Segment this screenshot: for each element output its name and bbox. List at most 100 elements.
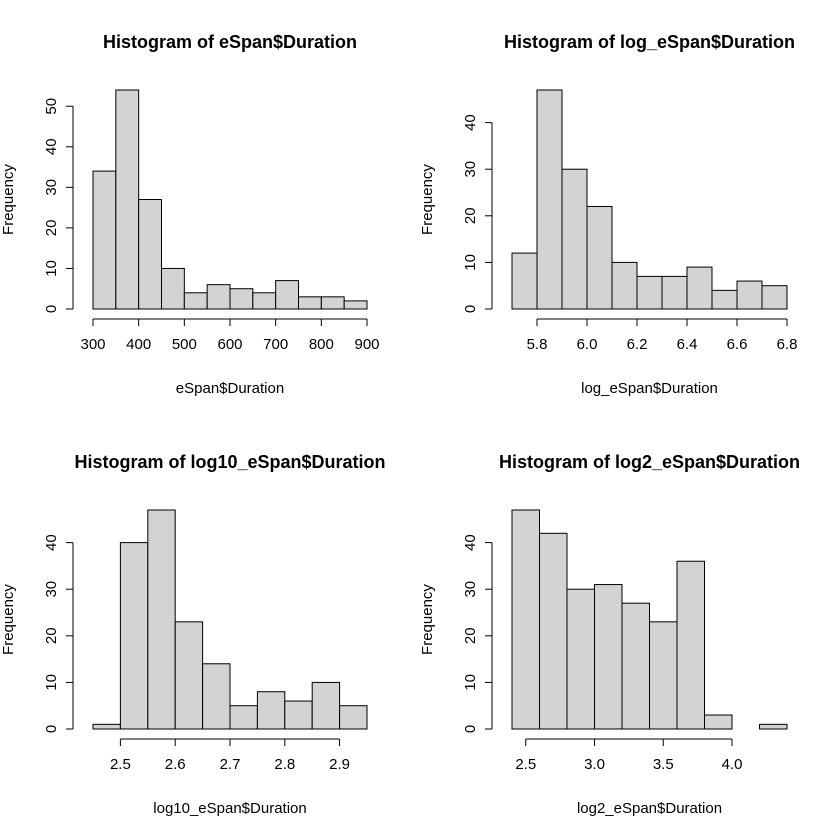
- x-axis-label: log2_eSpan$Duration: [577, 800, 722, 817]
- x-tick-label: 3.5: [653, 756, 674, 773]
- panel-log2-duration-histogram: Histogram of log2_eSpan$Duration log2_eS…: [419, 452, 800, 817]
- bar-group: [92, 509, 368, 730]
- histogram-bar: [298, 296, 322, 310]
- histogram-bar: [138, 199, 163, 310]
- histogram-bar: [676, 560, 705, 730]
- y-tick-label: 20: [462, 627, 479, 644]
- y-tick-label: 0: [43, 725, 60, 733]
- x-tick-label: 300: [80, 336, 105, 353]
- histogram-bar: [320, 296, 345, 310]
- chart-title: Histogram of log2_eSpan$Duration: [499, 452, 800, 472]
- y-tick-label: 40: [43, 138, 60, 155]
- histogram-bar: [649, 621, 678, 730]
- y-tick-label: 20: [43, 220, 60, 237]
- bar-group: [511, 89, 788, 310]
- y-tick-label: 0: [462, 725, 479, 733]
- histogram-bar: [511, 252, 538, 310]
- histogram-bar: [761, 285, 788, 310]
- x-tick-label: 6.6: [727, 336, 748, 353]
- y-tick-label: 50: [43, 98, 60, 115]
- histogram-bar: [311, 681, 341, 730]
- histogram-bar: [284, 700, 313, 730]
- y-tick-label: 40: [43, 534, 60, 551]
- y-tick-label: 30: [462, 161, 479, 178]
- x-axis: 2.5 3.0 3.5 4.0: [515, 738, 743, 773]
- x-tick-label: 2.8: [274, 756, 295, 773]
- x-tick-label: 6.2: [627, 336, 648, 353]
- histogram-bar: [256, 691, 286, 730]
- bar-group: [92, 89, 368, 310]
- histogram-bar: [229, 705, 258, 730]
- histogram-bar: [252, 292, 277, 310]
- histogram-bar: [594, 584, 623, 730]
- histogram-bar: [147, 509, 176, 730]
- histogram-bar: [736, 280, 763, 310]
- x-tick-label: 3.0: [584, 756, 605, 773]
- histogram-bar: [161, 267, 185, 310]
- x-axis-label: log10_eSpan$Duration: [153, 800, 306, 817]
- histogram-bar: [206, 284, 231, 310]
- x-tick-label: 2.6: [165, 756, 186, 773]
- histogram-bar: [636, 275, 663, 310]
- histogram-bar: [566, 588, 595, 730]
- y-tick-label: 10: [43, 674, 60, 691]
- x-axis: 5.8 6.0 6.2 6.4 6.6 6.8: [527, 318, 797, 353]
- x-tick-label: 800: [309, 336, 334, 353]
- x-tick-label: 6.0: [577, 336, 598, 353]
- y-tick-label: 10: [462, 674, 479, 691]
- x-tick-label: 4.0: [722, 756, 743, 773]
- y-tick-label: 30: [43, 179, 60, 196]
- y-tick-label: 30: [43, 581, 60, 598]
- x-tick-label: 6.4: [677, 336, 698, 353]
- histogram-bar: [536, 89, 563, 310]
- panel-log-duration-histogram: Histogram of log_eSpan$Duration log_eSpa…: [419, 32, 797, 397]
- y-axis: 0 10 20 30 40 50: [43, 98, 74, 313]
- x-tick-label: 400: [126, 336, 151, 353]
- x-tick-label: 2.9: [329, 756, 350, 773]
- histogram-bar: [711, 289, 738, 310]
- x-tick-label: 5.8: [527, 336, 548, 353]
- x-axis: 300 400 500 600 700 800 900: [80, 318, 380, 353]
- histogram-bar: [183, 292, 208, 310]
- x-tick-label: 2.7: [220, 756, 241, 773]
- x-tick-label: 2.5: [110, 756, 131, 773]
- x-axis: 2.5 2.6 2.7 2.8 2.9: [110, 738, 350, 773]
- y-tick-label: 40: [462, 534, 479, 551]
- histogram-bar: [115, 89, 140, 310]
- x-tick-label: 700: [263, 336, 288, 353]
- panel-log10-duration-histogram: Histogram of log10_eSpan$Duration log10_…: [0, 452, 386, 817]
- y-axis: 0 10 20 30 40: [462, 114, 493, 313]
- y-tick-label: 20: [462, 207, 479, 224]
- histogram-bar: [339, 705, 368, 730]
- histogram-bar: [511, 509, 540, 730]
- histogram-bar: [92, 723, 121, 730]
- histogram-bar: [119, 542, 149, 730]
- y-tick-label: 40: [462, 114, 479, 131]
- y-tick-label: 20: [43, 627, 60, 644]
- histogram-bar: [92, 170, 117, 310]
- chart-title: Histogram of log10_eSpan$Duration: [74, 452, 385, 472]
- x-tick-label: 500: [172, 336, 197, 353]
- y-tick-label: 0: [43, 305, 60, 313]
- x-axis-label: log_eSpan$Duration: [581, 380, 718, 397]
- y-axis: 0 10 20 30 40: [462, 534, 493, 733]
- y-axis-label: Frequency: [419, 164, 436, 235]
- histogram-bar: [621, 602, 650, 730]
- y-axis-label: Frequency: [0, 164, 17, 235]
- histogram-bar: [539, 532, 568, 730]
- histogram-bar: [661, 275, 688, 310]
- x-axis-label: eSpan$Duration: [176, 380, 284, 397]
- histogram-bar: [586, 205, 613, 310]
- chart-title: Histogram of log_eSpan$Duration: [504, 32, 795, 52]
- x-tick-label: 600: [217, 336, 242, 353]
- y-tick-label: 10: [462, 254, 479, 271]
- y-tick-label: 10: [43, 260, 60, 277]
- histogram-bar: [611, 261, 638, 310]
- histogram-bar: [561, 168, 588, 310]
- histogram-bar: [229, 288, 254, 310]
- y-axis-label: Frequency: [419, 584, 436, 655]
- bar-group: [511, 509, 788, 730]
- panel-duration-histogram: Histogram of eSpan$Duration eSpan$Durati…: [0, 32, 380, 397]
- y-axis: 0 10 20 30 40: [43, 534, 74, 733]
- y-axis-label: Frequency: [0, 584, 17, 655]
